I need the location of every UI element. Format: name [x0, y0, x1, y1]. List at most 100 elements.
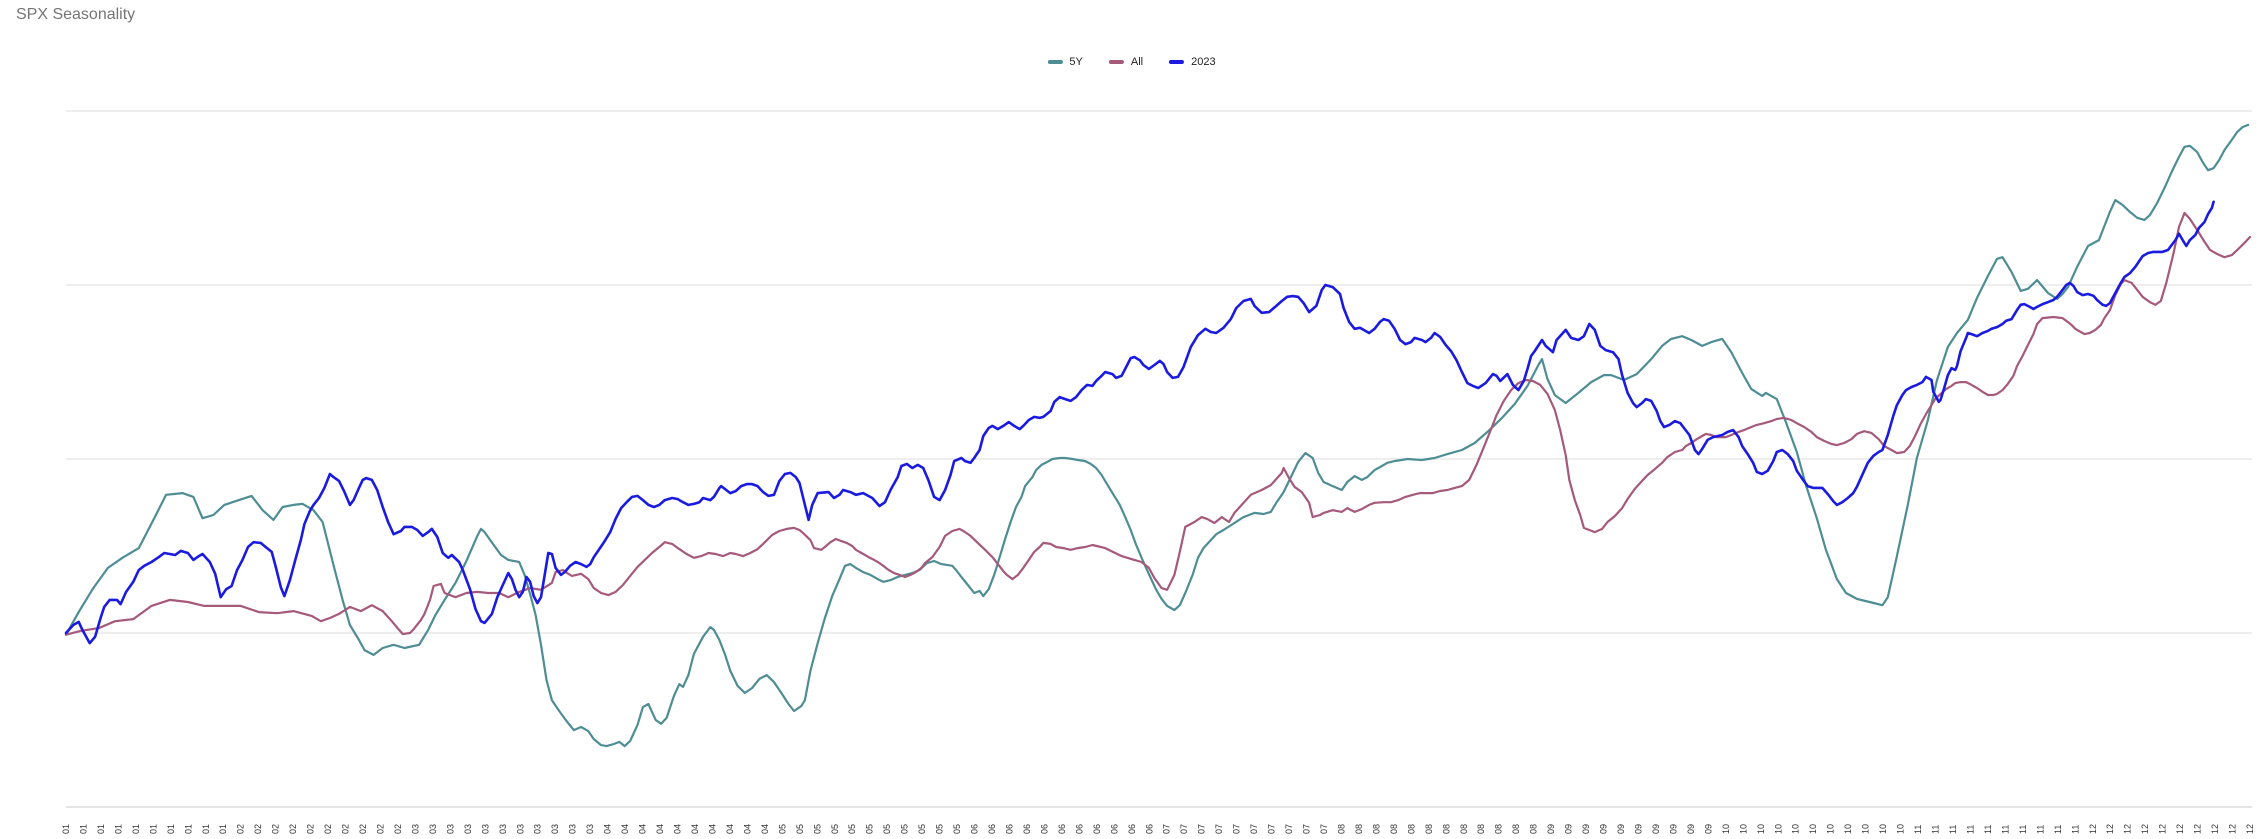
x-tick-label: 03: [568, 824, 578, 834]
x-tick-label: 01: [166, 824, 176, 834]
legend-item-5y[interactable]: 5Y: [1047, 56, 1083, 68]
x-tick-label: 06: [1057, 824, 1067, 834]
x-tick-label: 01: [183, 824, 193, 834]
x-tick-label: 04: [673, 824, 683, 834]
x-tick-label: 01: [96, 824, 106, 834]
x-tick-label: 12: [2088, 824, 2098, 834]
x-tick-label: 06: [1004, 824, 1014, 834]
x-tick-label: 05: [882, 824, 892, 834]
x-tick-label: 07: [1179, 824, 1189, 834]
series-line-2023: [64, 200, 2215, 645]
x-tick-label: 07: [1232, 824, 1242, 834]
x-tick-label: 06: [1074, 824, 1084, 834]
x-tick-label: 06: [1144, 824, 1154, 834]
x-tick-label: 07: [1302, 824, 1312, 834]
x-tick-label: 07: [1249, 824, 1259, 834]
legend-swatch-5y-icon: [1047, 60, 1063, 64]
x-tick-label: 06: [1109, 824, 1119, 834]
x-tick-label: 01: [148, 824, 158, 834]
x-tick-label: 07: [1197, 824, 1207, 834]
legend-swatch-2023-icon: [1169, 60, 1185, 64]
x-tick-label: 09: [1686, 824, 1696, 834]
x-tick-label: 03: [463, 824, 473, 834]
legend: 5Y All 2023: [1047, 56, 1216, 68]
legend-label-2023: 2023: [1191, 56, 1216, 68]
x-tick-label: 02: [288, 824, 298, 834]
x-tick-label: 03: [410, 824, 420, 834]
x-tick-label: 11: [1948, 825, 1958, 834]
x-tick-label: 11: [1983, 825, 1993, 834]
x-tick-label: 09: [1581, 824, 1591, 834]
x-tick-label: 09: [1564, 824, 1574, 834]
x-tick-label: 02: [306, 824, 316, 834]
x-tick-label: 08: [1529, 824, 1539, 834]
x-tick-label: 05: [900, 824, 910, 834]
x-tick-label: 09: [1599, 824, 1609, 834]
x-tick-label: 04: [620, 824, 630, 834]
legend-item-all[interactable]: All: [1108, 56, 1144, 68]
legend-label-all: All: [1130, 56, 1144, 68]
x-tick-label: 09: [1546, 824, 1556, 834]
x-tick-label: 02: [323, 824, 333, 834]
x-tick-label: 12: [2123, 824, 2133, 834]
x-tick-label: 02: [253, 824, 263, 834]
x-tick-label: 07: [1162, 824, 1172, 834]
x-tick-label: 10: [1861, 824, 1871, 834]
x-tick-label: 03: [445, 824, 455, 834]
x-tick-label: 06: [1127, 824, 1137, 834]
x-tick-label: 01: [78, 824, 88, 834]
x-tick-label: 02: [393, 824, 403, 834]
x-tick-label: 12: [2245, 824, 2255, 834]
x-tick-label: 11: [2070, 825, 2080, 834]
x-tick-label: 05: [830, 824, 840, 834]
x-tick-label: 09: [1616, 824, 1626, 834]
x-tick-label: 02: [236, 824, 246, 834]
x-tick-label: 06: [1039, 824, 1049, 834]
x-tick-label: 10: [1878, 824, 1888, 834]
x-tick-label: 10: [1721, 824, 1731, 834]
x-tick-label: 04: [638, 824, 648, 834]
x-tick-label: 09: [1651, 824, 1661, 834]
x-tick-label: 07: [1284, 824, 1294, 834]
x-tick-label: 04: [760, 824, 770, 834]
x-tick-label: 12: [2175, 824, 2185, 834]
x-tick-label: 05: [865, 824, 875, 834]
legend-item-2023[interactable]: 2023: [1169, 56, 1216, 68]
x-tick-label: 08: [1494, 824, 1504, 834]
x-tick-label: 10: [1791, 824, 1801, 834]
x-tick-label: 07: [1214, 824, 1224, 834]
x-tick-label: 10: [1896, 824, 1906, 834]
x-tick-label: 03: [585, 824, 595, 834]
x-tick-label: 04: [725, 824, 735, 834]
x-tick-label: 02: [358, 824, 368, 834]
x-tick-label: 10: [1756, 824, 1766, 834]
x-tick-label: 05: [847, 824, 857, 834]
x-tick-label: 06: [970, 824, 980, 834]
x-tick-label: 11: [2000, 825, 2010, 834]
x-tick-label: 11: [1931, 825, 1941, 834]
x-tick-label: 08: [1371, 824, 1381, 834]
x-tick-label: 04: [742, 824, 752, 834]
x-tick-label: 12: [2210, 824, 2220, 834]
x-tick-label: 10: [1738, 824, 1748, 834]
x-tick-label: 10: [1808, 824, 1818, 834]
x-tick-label: 09: [1703, 824, 1713, 834]
x-tick-label: 05: [777, 824, 787, 834]
x-tick-label: 01: [218, 824, 228, 834]
x-tick-label: 11: [2018, 825, 2028, 834]
x-tick-label: 11: [2035, 825, 2045, 834]
x-tick-label: 11: [1913, 825, 1923, 834]
x-tick-label: 08: [1424, 824, 1434, 834]
x-tick-label: 03: [498, 824, 508, 834]
x-tick-label: 01: [131, 824, 141, 834]
x-tick-label: 02: [375, 824, 385, 834]
x-tick-label: 01: [113, 824, 123, 834]
x-tick-label: 08: [1336, 824, 1346, 834]
x-tick-label: 03: [533, 824, 543, 834]
x-tick-label: 01: [61, 824, 71, 834]
x-tick-label: 08: [1511, 824, 1521, 834]
x-tick-label: 08: [1459, 824, 1469, 834]
x-tick-label: 09: [1633, 824, 1643, 834]
x-tick-label: 08: [1476, 824, 1486, 834]
